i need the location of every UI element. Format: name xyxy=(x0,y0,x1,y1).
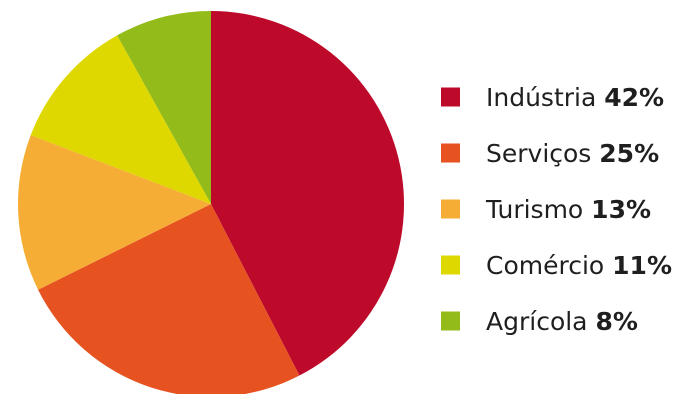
legend-item: Turismo 13% xyxy=(441,195,651,224)
pie-slice-4 xyxy=(30,35,212,204)
legend-swatch xyxy=(441,199,460,219)
legend-label: Turismo 13% xyxy=(485,195,651,224)
legend-label: Indústria 42% xyxy=(486,83,664,112)
legend-item: Serviços 25% xyxy=(441,139,659,168)
legend-item: Indústria 42% xyxy=(441,83,664,112)
legend-label: Comércio 11% xyxy=(486,251,672,280)
legend-percentage: 25% xyxy=(599,139,659,168)
pie-slice-1 xyxy=(211,10,405,376)
legend-percentage: 8% xyxy=(595,307,637,336)
legend-label: Agrícola 8% xyxy=(486,307,638,336)
legend: Indústria 42%Serviços 25%Turismo 13%Comé… xyxy=(441,83,672,336)
legend-label: Serviços 25% xyxy=(486,139,659,168)
legend-percentage: 13% xyxy=(591,195,651,224)
legend-percentage: 42% xyxy=(604,83,664,112)
legend-category: Agrícola xyxy=(486,307,595,336)
legend-category: Comércio xyxy=(486,251,612,280)
legend-swatch xyxy=(441,255,460,275)
legend-swatch xyxy=(441,87,460,107)
legend-category: Indústria xyxy=(486,83,604,112)
legend-swatch xyxy=(441,143,460,163)
pie-slice-3 xyxy=(17,135,212,290)
legend-swatch xyxy=(441,311,460,331)
pie-slice-2 xyxy=(38,204,300,394)
legend-category: Serviços xyxy=(486,139,599,168)
legend-item: Comércio 11% xyxy=(441,251,672,280)
legend-percentage: 11% xyxy=(612,251,672,280)
legend-category: Turismo xyxy=(485,195,591,224)
pie-slices xyxy=(17,10,405,394)
pie-slice-5 xyxy=(117,10,211,204)
legend-item: Agrícola 8% xyxy=(441,307,638,336)
